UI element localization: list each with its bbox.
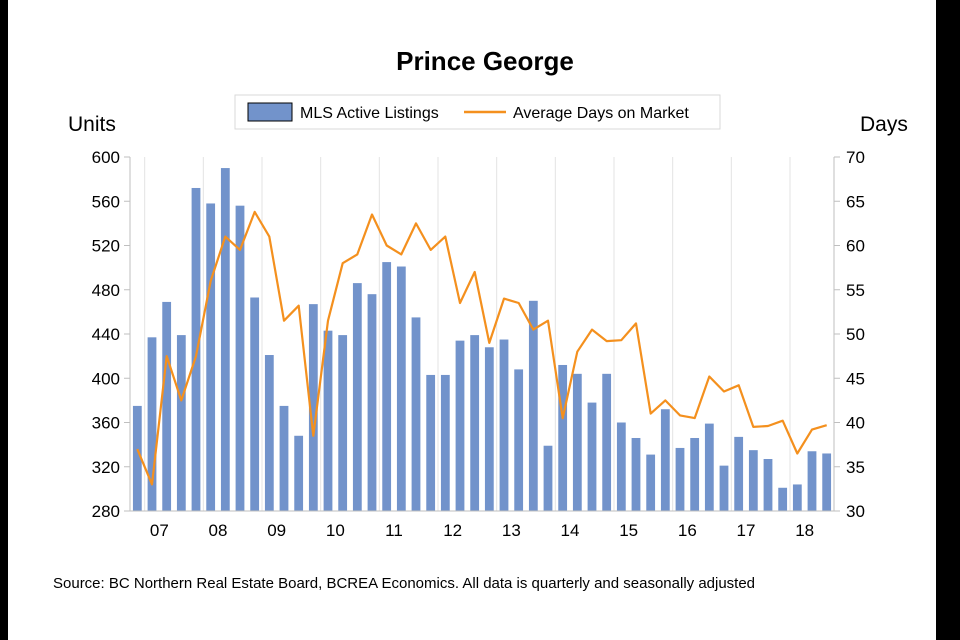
tick-label-left: 600 — [92, 148, 120, 167]
tick-label-x: 15 — [619, 521, 638, 540]
tick-label-right: 35 — [846, 458, 865, 477]
bar-listings — [220, 168, 230, 511]
bar-listings — [206, 203, 216, 511]
tick-label-x: 17 — [737, 521, 756, 540]
tick-label-x: 10 — [326, 521, 345, 540]
bar-listings — [792, 484, 802, 511]
legend: MLS Active Listings Average Days on Mark… — [234, 94, 721, 130]
bar-listings — [176, 335, 186, 511]
tick-label-left: 360 — [92, 414, 120, 433]
bar-listings — [279, 405, 289, 511]
tick-label-x: 11 — [385, 521, 403, 540]
tick-label-left: 440 — [92, 325, 120, 344]
tick-label-x: 09 — [267, 521, 286, 540]
bar-listings — [352, 283, 362, 511]
tick-label-x: 16 — [678, 521, 697, 540]
bar-listings — [660, 409, 670, 511]
bar-listings — [338, 335, 348, 511]
tick-label-left: 560 — [92, 192, 120, 211]
tick-label-x: 08 — [209, 521, 228, 540]
bar-listings — [616, 422, 626, 511]
source-note: Source: BC Northern Real Estate Board, B… — [53, 575, 755, 592]
legend-label-listings: MLS Active Listings — [300, 105, 439, 122]
tick-label-left: 480 — [92, 281, 120, 300]
bar-listings — [778, 487, 788, 511]
bar-listings — [484, 347, 494, 511]
tick-label-right: 70 — [846, 148, 865, 167]
bar-listings — [543, 445, 553, 511]
chart-canvas: Prince George MLS Active Listings Averag… — [8, 0, 936, 640]
bar-listings — [132, 405, 142, 511]
bar-listings — [440, 374, 450, 511]
tick-label-x: 12 — [443, 521, 462, 540]
tick-label-right: 40 — [846, 414, 865, 433]
bar-listings — [308, 304, 318, 511]
tick-labels: 280 320 360 400 440 480 520 560 600 30 35 40 45 50 55 6… — [92, 148, 865, 540]
tick-label-right: 30 — [846, 502, 865, 521]
tick-label-right: 65 — [846, 192, 865, 211]
bar-listings — [514, 369, 524, 511]
tick-label-left: 400 — [92, 369, 120, 388]
tick-label-x: 13 — [502, 521, 521, 540]
bar-listings — [734, 436, 744, 511]
bar-listings — [162, 301, 172, 511]
bar-listings — [631, 437, 641, 511]
legend-label-days: Average Days on Market — [513, 105, 689, 122]
bar-listings — [367, 294, 377, 511]
line-days — [136, 210, 828, 486]
bar-listings — [690, 437, 700, 511]
tick-label-right: 60 — [846, 237, 865, 256]
axes — [124, 156, 840, 512]
tick-label-left: 520 — [92, 237, 120, 256]
bar-listings — [675, 447, 685, 511]
tick-label-right: 50 — [846, 325, 865, 344]
bar-listings — [572, 373, 582, 511]
bar-listings — [470, 335, 480, 511]
tick-label-left: 280 — [92, 502, 120, 521]
legend-swatch-listings — [247, 102, 293, 122]
bar-listings — [646, 454, 656, 511]
bar-listings — [294, 435, 304, 511]
bar-listings — [499, 339, 509, 511]
bar-listings — [235, 205, 245, 512]
tick-label-x: 18 — [795, 521, 814, 540]
bar-listings — [558, 364, 568, 511]
chart-svg: Prince George MLS Active Listings Averag… — [53, 46, 908, 592]
bar-listings — [250, 297, 260, 511]
bar-listings — [191, 187, 201, 511]
bar-listings — [411, 317, 421, 511]
bar-listings — [807, 451, 817, 511]
grid — [144, 157, 791, 511]
tick-label-x: 14 — [561, 521, 580, 540]
bar-listings — [587, 402, 597, 511]
tick-label-right: 55 — [846, 281, 865, 300]
bar-listings — [748, 450, 758, 511]
bar-listings — [147, 337, 157, 511]
bar-listings — [455, 340, 465, 511]
y-axis-right-title: Days — [860, 113, 908, 136]
series-line-days — [136, 210, 828, 486]
bar-listings — [264, 355, 274, 511]
bar-listings — [822, 453, 832, 511]
bar-listings — [719, 465, 729, 511]
bars-listings — [132, 168, 832, 512]
bar-listings — [528, 300, 538, 511]
bar-listings — [323, 330, 333, 511]
tick-label-left: 320 — [92, 458, 120, 477]
bar-listings — [426, 374, 436, 511]
bar-listings — [763, 459, 773, 511]
bar-listings — [704, 423, 714, 511]
tick-label-x: 07 — [150, 521, 169, 540]
bar-listings — [602, 373, 612, 511]
bar-listings — [382, 262, 392, 511]
y-axis-left-title: Units — [68, 113, 116, 136]
chart-title: Prince George — [396, 46, 574, 76]
bar-listings — [396, 266, 406, 511]
tick-label-right: 45 — [846, 369, 865, 388]
